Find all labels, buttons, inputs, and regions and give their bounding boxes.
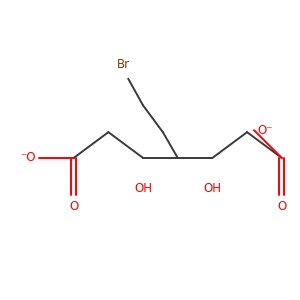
Text: OH: OH: [134, 182, 152, 195]
Text: O: O: [69, 200, 78, 213]
Text: OH: OH: [203, 182, 221, 195]
Text: O: O: [277, 200, 286, 213]
Text: ⁻O: ⁻O: [21, 152, 36, 164]
Text: O⁻: O⁻: [257, 124, 272, 137]
Text: Br: Br: [117, 58, 130, 71]
